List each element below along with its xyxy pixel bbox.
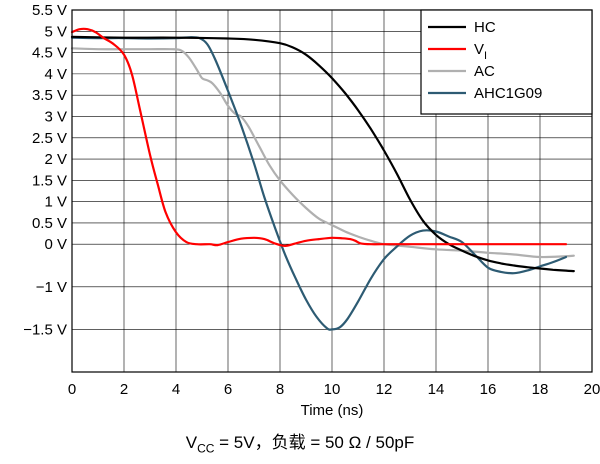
y-tick-label: 5.5 V: [32, 2, 67, 19]
x-tick-label: 2: [120, 381, 128, 398]
y-tick-label: 0.5 V: [32, 215, 67, 232]
legend-label: AC: [474, 63, 495, 80]
y-tick-label: 4.5 V: [32, 45, 67, 62]
legend-label-main: V: [474, 41, 484, 58]
x-tick-label: 16: [480, 381, 497, 398]
series-line-vi: [70, 27, 568, 247]
y-tick-label: 1.5 V: [32, 172, 67, 189]
caption-subscript: CC: [197, 441, 215, 456]
y-tick-label: 5 V: [44, 23, 67, 40]
y-tick-label: 2.5 V: [32, 130, 67, 147]
y-tick-label: −1 V: [36, 279, 67, 296]
legend-label: AHC1G09: [474, 85, 542, 102]
y-tick-label: 1 V: [44, 194, 67, 211]
x-tick-label: 10: [324, 381, 341, 398]
chart: 5.5 V 5 V 4.5 V 4 V 3.5 V 3 V 2.5 V 2 V 1.5 V 1 V…: [23, 2, 600, 419]
y-tick-label: 3 V: [44, 108, 67, 125]
y-tick-label: 4 V: [44, 66, 67, 83]
x-tick-label: 4: [172, 381, 180, 398]
y-tick-label: 2 V: [44, 151, 67, 168]
x-tick-label: 20: [584, 381, 600, 398]
legend-label: VI: [474, 41, 487, 62]
series-line-ahc1g09: [70, 36, 568, 331]
y-tick-label: 3.5 V: [32, 87, 67, 104]
x-axis: 0 2 4 6 8 10 12 14 16 18 20: [68, 381, 600, 398]
caption-text: = 5V，负载 = 50 Ω / 50pF: [214, 433, 415, 452]
legend-label: HC: [474, 19, 496, 36]
x-tick-label: 14: [428, 381, 445, 398]
caption-v: V: [185, 433, 198, 452]
series-lines: [70, 27, 575, 331]
series-line-hc: [70, 35, 575, 273]
x-tick-label: 12: [376, 381, 393, 398]
series-line-ac: [70, 47, 575, 259]
y-tick-label: 0 V: [44, 236, 67, 253]
legend-label-sub: I: [484, 50, 487, 62]
plot-frame: [71, 9, 593, 373]
x-tick-label: 18: [532, 381, 549, 398]
x-tick-label: 0: [68, 381, 76, 398]
x-tick-label: 8: [276, 381, 284, 398]
chart-caption: VCC = 5V，负载 = 50 Ω / 50pF: [0, 428, 600, 455]
y-axis: 5.5 V 5 V 4.5 V 4 V 3.5 V 3 V 2.5 V 2 V 1.5 V 1 V…: [23, 2, 67, 338]
y-tick-label: −1.5 V: [23, 321, 67, 338]
x-tick-label: 6: [224, 381, 232, 398]
x-axis-label: Time (ns): [301, 402, 364, 419]
